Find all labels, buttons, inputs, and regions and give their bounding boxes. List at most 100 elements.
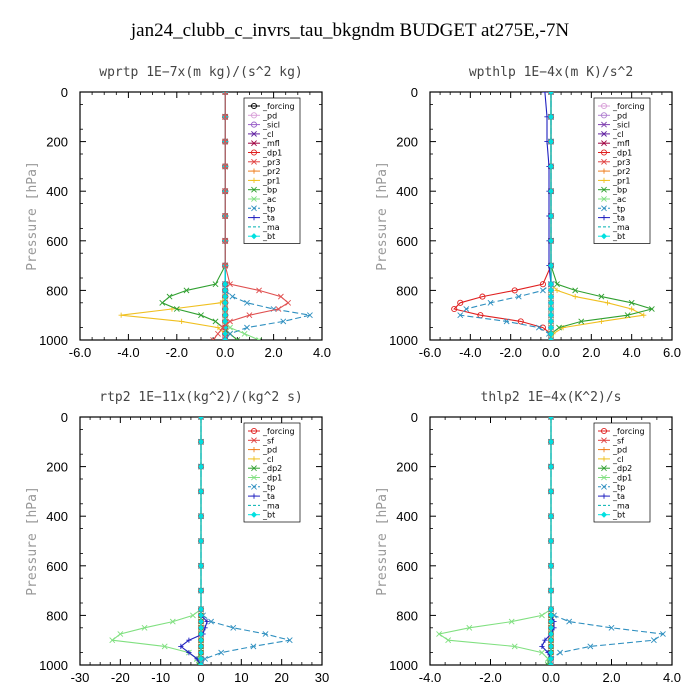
y-axis-label: Pressure [hPa] xyxy=(25,161,40,271)
series-point xyxy=(547,138,555,145)
series-point xyxy=(217,300,223,306)
series-point xyxy=(548,417,554,420)
legend-item: _pd xyxy=(598,111,627,120)
y-tick-label: 200 xyxy=(46,135,68,150)
legend-marker xyxy=(601,186,607,193)
legend: _forcing_pd_sicl_cl_mfl_dp1_pr3_pr2_pr1_… xyxy=(593,97,651,244)
legend-marker xyxy=(601,205,607,212)
legend-item: _forcing xyxy=(598,102,645,111)
legend-marker xyxy=(250,233,258,240)
series-point xyxy=(436,631,442,637)
legend-marker xyxy=(250,427,258,435)
legend-marker xyxy=(251,483,257,490)
legend-item: _pr3 xyxy=(598,158,630,167)
series-point xyxy=(547,612,555,619)
legend-marker xyxy=(601,168,607,174)
legend-item: _pd xyxy=(248,111,277,120)
series-tp xyxy=(457,92,554,340)
series-point xyxy=(547,212,555,220)
y-tick-label: 400 xyxy=(396,509,418,524)
series-point xyxy=(227,318,233,325)
legend-label: _forcing xyxy=(262,102,295,111)
legend-item: _forcing xyxy=(248,102,295,111)
legend-label: _pd xyxy=(612,446,627,455)
series-point xyxy=(547,281,555,288)
legend-item: _ac xyxy=(598,195,626,204)
series-point xyxy=(572,287,579,294)
legend-label: _tp xyxy=(612,204,625,213)
series-point xyxy=(169,618,176,625)
series-point xyxy=(548,662,554,665)
legend-item: _cl xyxy=(598,455,624,464)
x-tick-label: -10 xyxy=(151,670,170,685)
legend-marker xyxy=(601,465,607,472)
y-tick-label: 400 xyxy=(396,184,418,199)
series-point xyxy=(197,513,205,520)
legend-label: _ta xyxy=(262,214,275,223)
series-point xyxy=(250,643,257,650)
series-point xyxy=(547,293,555,300)
legend-marker xyxy=(601,140,607,147)
series-point xyxy=(197,643,205,650)
legend-label: _sicl xyxy=(262,121,280,130)
series-point xyxy=(210,337,217,340)
series-point xyxy=(197,630,205,638)
legend-item: _ta xyxy=(248,492,275,501)
y-tick-label: 200 xyxy=(396,135,418,150)
legend-item: _pd xyxy=(248,446,277,455)
legend-item: _dp1 xyxy=(598,149,632,158)
series-point xyxy=(547,513,555,520)
series-point xyxy=(511,287,518,294)
series-point xyxy=(222,287,229,294)
y-tick-label: 0 xyxy=(411,85,418,100)
series-point xyxy=(547,312,555,319)
legend-marker xyxy=(251,465,257,472)
series-point xyxy=(608,624,615,631)
series-point xyxy=(556,324,562,331)
series-point xyxy=(222,336,229,340)
panel-title: wprtp 1E−7x(m kg)/(s^2 kg) xyxy=(99,65,303,80)
series-line xyxy=(437,417,552,665)
series-point xyxy=(547,655,555,662)
legend-marker xyxy=(251,177,257,183)
series-line xyxy=(459,92,552,340)
legend-item: _tp xyxy=(248,483,275,492)
series-point xyxy=(547,488,555,495)
y-tick-label: 200 xyxy=(46,460,68,475)
series-point xyxy=(109,637,116,644)
legend-marker xyxy=(251,205,257,212)
legend-item: _sf xyxy=(248,436,274,445)
y-tick-label: 400 xyxy=(46,509,68,524)
y-tick-label: 1000 xyxy=(39,333,68,348)
legend-label: _tp xyxy=(262,204,275,213)
legend-label: _bt xyxy=(262,232,275,241)
legend-label: _bt xyxy=(612,232,625,241)
series-point xyxy=(629,306,635,312)
x-tick-label: 2.0 xyxy=(602,670,620,685)
series-point xyxy=(457,299,464,306)
x-tick-label: -4.0 xyxy=(459,345,481,360)
legend-marker xyxy=(601,474,607,481)
series-bt xyxy=(547,417,555,665)
series-point xyxy=(566,618,573,625)
series-point xyxy=(547,587,555,594)
x-tick-label: -4.0 xyxy=(419,670,441,685)
legend-marker xyxy=(601,177,607,183)
x-tick-label: 2.0 xyxy=(582,345,600,360)
legend-item: _pr3 xyxy=(248,158,280,167)
legend-item: _ma xyxy=(598,501,630,510)
legend-item: _bp xyxy=(248,186,277,195)
series-point xyxy=(198,417,204,420)
series-point xyxy=(660,631,666,637)
series-point xyxy=(161,643,168,650)
series-point xyxy=(166,293,173,300)
x-tick-label: -2.0 xyxy=(479,670,501,685)
legend-item: _dp1 xyxy=(248,474,282,483)
series-point xyxy=(208,618,215,625)
x-tick-label: -20 xyxy=(111,670,130,685)
y-axis-label: Pressure [hPa] xyxy=(375,486,390,596)
legend-marker xyxy=(600,112,608,119)
series-point xyxy=(197,562,205,569)
series-point xyxy=(179,318,185,324)
series-point xyxy=(648,306,655,312)
